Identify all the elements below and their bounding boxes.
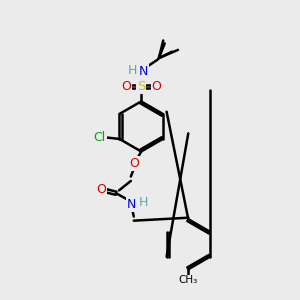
Text: N: N xyxy=(139,65,148,78)
Text: O: O xyxy=(152,80,161,93)
Text: O: O xyxy=(129,157,139,170)
Text: O: O xyxy=(97,183,106,196)
Text: N: N xyxy=(127,198,136,211)
Text: H: H xyxy=(139,196,148,209)
Text: CH₃: CH₃ xyxy=(179,275,198,285)
Text: Cl: Cl xyxy=(93,131,106,144)
Text: S: S xyxy=(137,80,146,93)
Text: O: O xyxy=(121,80,131,93)
Text: H: H xyxy=(128,64,138,77)
